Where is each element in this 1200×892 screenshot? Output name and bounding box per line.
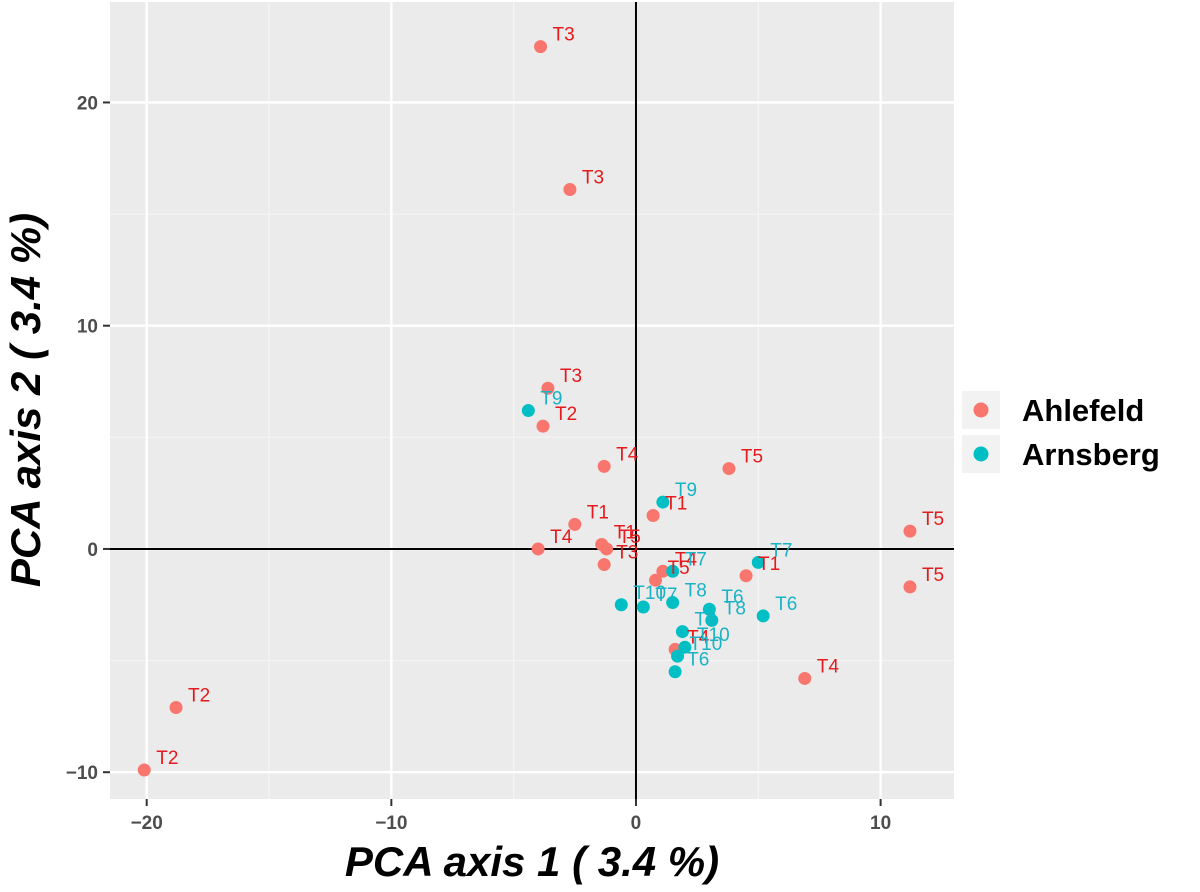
y-tick-label-2: 10 bbox=[77, 317, 98, 338]
point-label-arnsberg-8: T10 bbox=[633, 583, 666, 604]
point-arnsberg-5 bbox=[702, 602, 716, 616]
legend-key-ahlefeld bbox=[973, 402, 989, 418]
point-label-ahlefeld-0: T3 bbox=[553, 25, 575, 46]
grid-minor bbox=[110, 2, 954, 799]
point-label-ahlefeld-5: T5 bbox=[741, 447, 763, 468]
point-arnsberg-2 bbox=[666, 564, 680, 578]
point-arnsberg-10 bbox=[675, 625, 689, 639]
legend-label-arnsberg: Arnsberg bbox=[1022, 437, 1160, 472]
point-arnsberg-9 bbox=[636, 600, 650, 614]
point-ahlefeld-16 bbox=[903, 580, 917, 594]
point-ahlefeld-2 bbox=[541, 381, 555, 395]
point-label-ahlefeld-8: T1 bbox=[614, 522, 636, 543]
x-tick-label-1: −10 bbox=[375, 813, 407, 834]
point-arnsberg-11 bbox=[678, 640, 692, 654]
plot-panel bbox=[110, 2, 954, 799]
point-label-ahlefeld-2: T3 bbox=[560, 366, 582, 387]
y-tick-label-3: 20 bbox=[77, 93, 98, 114]
point-label-ahlefeld-1: T3 bbox=[582, 168, 604, 189]
y-tick-label-0: −10 bbox=[66, 763, 98, 784]
x-tick-label-0: −20 bbox=[131, 813, 163, 834]
point-ahlefeld-10 bbox=[600, 542, 614, 556]
point-label-ahlefeld-19: T2 bbox=[188, 685, 210, 706]
point-label-arnsberg-9: T7 bbox=[655, 585, 677, 606]
point-label-ahlefeld-14: T1 bbox=[758, 554, 780, 575]
point-arnsberg-1 bbox=[656, 495, 670, 509]
point-label-arnsberg-5: T6 bbox=[721, 587, 743, 608]
point-ahlefeld-3 bbox=[536, 419, 550, 433]
point-label-ahlefeld-10: T5 bbox=[619, 527, 641, 548]
point-ahlefeld-6 bbox=[646, 508, 660, 522]
ticks-layer: −20 −10 0 10 −10 0 10 20 bbox=[66, 93, 891, 834]
point-label-arnsberg-1: T9 bbox=[675, 480, 697, 501]
point-label-ahlefeld-3: T2 bbox=[555, 404, 577, 425]
point-label-arnsberg-11: T10 bbox=[697, 625, 730, 646]
point-label-arnsberg-2: T7 bbox=[685, 549, 707, 570]
y-axis-title: PCA axis 2 ( 3.4 %) bbox=[2, 213, 49, 587]
point-ahlefeld-18 bbox=[798, 671, 812, 685]
point-arnsberg-0 bbox=[521, 404, 535, 418]
x-tick-label-2: 0 bbox=[631, 813, 642, 834]
point-ahlefeld-4 bbox=[597, 459, 611, 473]
point-ahlefeld-1 bbox=[563, 183, 577, 197]
point-ahlefeld-5 bbox=[722, 462, 736, 476]
point-ahlefeld-13 bbox=[649, 573, 663, 587]
point-arnsberg-8 bbox=[614, 598, 628, 612]
point-label-arnsberg-6: T6 bbox=[775, 594, 797, 615]
point-ahlefeld-7 bbox=[568, 517, 582, 531]
point-ahlefeld-0 bbox=[534, 40, 548, 54]
point-ahlefeld-14 bbox=[739, 569, 753, 583]
point-ahlefeld-11 bbox=[656, 564, 670, 578]
point-label-arnsberg-10: T6 bbox=[694, 610, 716, 631]
point-label-arnsberg-4: T8 bbox=[685, 581, 707, 602]
point-ahlefeld-12 bbox=[597, 558, 611, 572]
point-arnsberg-3 bbox=[751, 555, 765, 569]
point-label-ahlefeld-18: T4 bbox=[817, 656, 840, 677]
point-ahlefeld-9 bbox=[531, 542, 545, 556]
point-label-arnsberg-3: T7 bbox=[770, 540, 792, 561]
x-tick-label-3: 10 bbox=[870, 813, 891, 834]
point-label-ahlefeld-12: T3 bbox=[616, 543, 638, 564]
y-tick-label-1: 0 bbox=[87, 540, 98, 561]
point-arnsberg-4 bbox=[666, 596, 680, 610]
legend-key-arnsberg bbox=[973, 446, 989, 462]
point-label-ahlefeld-15: T5 bbox=[922, 509, 944, 530]
point-ahlefeld-19 bbox=[169, 700, 183, 714]
point-label-ahlefeld-6: T1 bbox=[665, 493, 687, 514]
point-label-arnsberg-7: T8 bbox=[724, 598, 746, 619]
points-layer bbox=[137, 40, 917, 777]
point-label-ahlefeld-4: T4 bbox=[616, 444, 639, 465]
point-label-arnsberg-0: T9 bbox=[540, 389, 562, 410]
point-label-arnsberg-13: T6 bbox=[687, 650, 709, 671]
x-axis-title: PCA axis 1 ( 3.4 %) bbox=[345, 838, 719, 885]
point-label-ahlefeld-20: T2 bbox=[156, 748, 178, 769]
point-arnsberg-7 bbox=[705, 613, 719, 627]
legend: Ahlefeld Arnsberg bbox=[962, 391, 1160, 473]
point-label-ahlefeld-17: T4 bbox=[687, 627, 710, 648]
point-label-ahlefeld-16: T5 bbox=[922, 565, 944, 586]
point-label-ahlefeld-9: T4 bbox=[550, 527, 573, 548]
point-label-ahlefeld-13: T5 bbox=[668, 558, 690, 579]
point-ahlefeld-20 bbox=[137, 763, 151, 777]
point-arnsberg-12 bbox=[671, 649, 685, 663]
point-arnsberg-13 bbox=[668, 665, 682, 679]
point-ahlefeld-15 bbox=[903, 524, 917, 538]
point-label-ahlefeld-11: T4 bbox=[675, 549, 698, 570]
point-label-ahlefeld-7: T1 bbox=[587, 502, 609, 523]
point-arnsberg-6 bbox=[756, 609, 770, 623]
legend-label-ahlefeld: Ahlefeld bbox=[1022, 393, 1144, 428]
point-label-arnsberg-12: T10 bbox=[690, 634, 723, 655]
